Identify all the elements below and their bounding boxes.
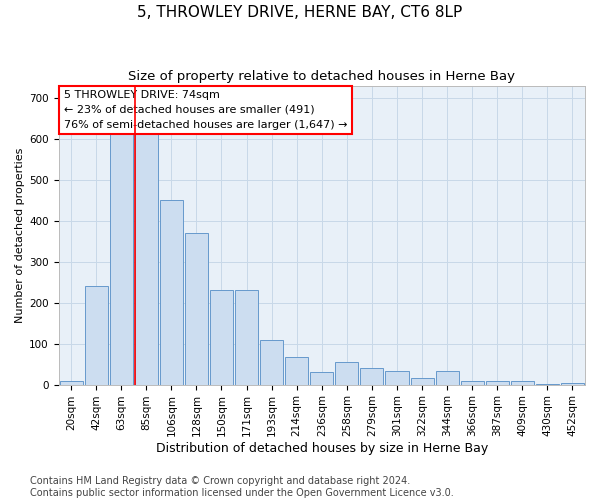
Bar [185, 233, 208, 384]
Bar [511, 382, 534, 384]
Title: Size of property relative to detached houses in Herne Bay: Size of property relative to detached ho… [128, 70, 515, 83]
Bar [361, 368, 383, 384]
Bar [110, 120, 133, 384]
Bar [85, 286, 107, 384]
Bar [285, 356, 308, 384]
Bar [385, 372, 409, 384]
Bar [461, 380, 484, 384]
Bar [210, 290, 233, 384]
Bar [486, 380, 509, 384]
Text: Contains HM Land Registry data © Crown copyright and database right 2024.
Contai: Contains HM Land Registry data © Crown c… [30, 476, 454, 498]
Y-axis label: Number of detached properties: Number of detached properties [15, 148, 25, 323]
Bar [436, 372, 458, 384]
Bar [135, 120, 158, 384]
Text: 5 THROWLEY DRIVE: 74sqm
← 23% of detached houses are smaller (491)
76% of semi-d: 5 THROWLEY DRIVE: 74sqm ← 23% of detache… [64, 90, 347, 130]
Bar [160, 200, 183, 384]
Bar [235, 290, 258, 384]
Text: 5, THROWLEY DRIVE, HERNE BAY, CT6 8LP: 5, THROWLEY DRIVE, HERNE BAY, CT6 8LP [137, 5, 463, 20]
Bar [59, 380, 83, 384]
Bar [260, 340, 283, 384]
X-axis label: Distribution of detached houses by size in Herne Bay: Distribution of detached houses by size … [155, 442, 488, 455]
Bar [410, 378, 434, 384]
Bar [310, 372, 333, 384]
Bar [335, 362, 358, 384]
Bar [561, 383, 584, 384]
